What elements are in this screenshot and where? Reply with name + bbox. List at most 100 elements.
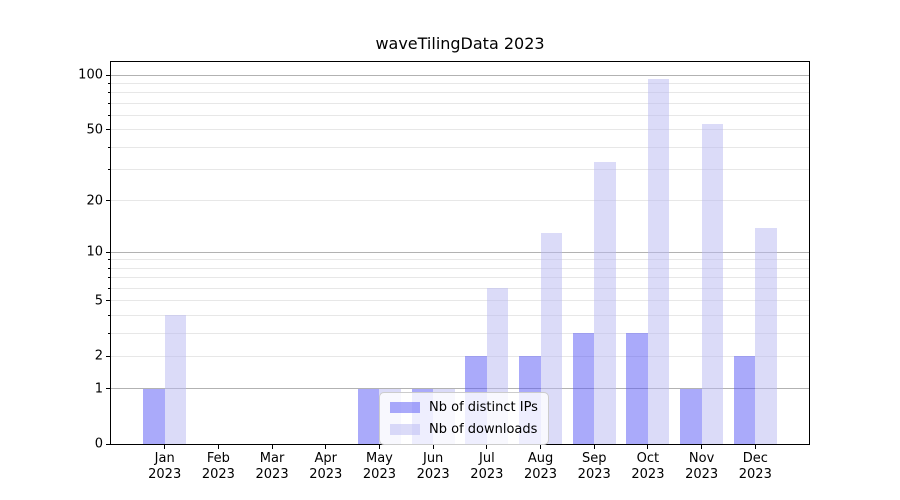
x-tick: [647, 445, 649, 449]
x-month-label: Jun: [422, 451, 444, 466]
x-tick-label: Jul 2023: [470, 451, 503, 484]
gridline-minor: [111, 129, 809, 131]
x-tick-label: Dec 2023: [739, 451, 772, 484]
gridline-minor: [111, 314, 809, 316]
x-month-label: Jan: [154, 451, 175, 466]
x-tick: [217, 445, 219, 449]
x-tick: [432, 445, 434, 449]
x-year-label: 2023: [738, 467, 772, 483]
x-tick: [701, 445, 703, 449]
x-tick-label: Mar 2023: [256, 451, 289, 484]
gridline-minor: [111, 267, 809, 269]
y-tick: [106, 355, 110, 357]
x-year-label: 2023: [631, 467, 665, 483]
x-tick-label: May 2023: [363, 451, 396, 484]
bar-downloads: [647, 79, 670, 444]
gridline-minor: [111, 332, 809, 334]
x-year-label: 2023: [362, 467, 396, 483]
y-minor-tick: [107, 277, 110, 279]
y-minor-tick: [107, 114, 110, 116]
gridline-minor: [111, 82, 809, 84]
y-tick: [106, 388, 110, 390]
x-tick: [754, 445, 756, 449]
gridline-minor: [111, 102, 809, 104]
legend-swatch: [390, 402, 420, 413]
gridline-minor: [111, 300, 809, 302]
y-minor-tick: [107, 314, 110, 316]
x-tick: [486, 445, 488, 449]
y-minor-tick: [107, 332, 110, 334]
gridline-minor: [111, 259, 809, 261]
legend-label: Nb of downloads: [429, 422, 538, 437]
x-tick-label: Sep 2023: [578, 451, 611, 484]
x-month-label: Feb: [206, 451, 230, 466]
y-minor-tick: [107, 102, 110, 104]
bar-distinct-ips: [143, 388, 165, 444]
y-minor-tick: [107, 259, 110, 261]
bar-distinct-ips: [680, 388, 702, 444]
y-tick-label: 5: [94, 293, 103, 309]
bar-distinct-ips: [626, 333, 648, 444]
gridline-major: [111, 251, 809, 253]
y-tick-label: 0: [94, 436, 103, 452]
gridline-minor: [111, 146, 809, 148]
bar-distinct-ips: [357, 388, 380, 444]
x-year-label: 2023: [148, 467, 182, 483]
bar-downloads: [540, 233, 562, 444]
x-tick-label: Apr 2023: [309, 451, 342, 484]
gridline-minor: [111, 200, 809, 202]
y-tick: [106, 129, 110, 131]
x-tick-label: Oct 2023: [631, 451, 664, 484]
y-tick-label: 10: [86, 244, 103, 260]
y-tick: [106, 443, 110, 445]
x-tick: [271, 445, 273, 449]
y-minor-tick: [107, 92, 110, 94]
gridline-minor: [111, 92, 809, 94]
y-minor-tick: [107, 267, 110, 269]
bar-distinct-ips: [733, 356, 756, 444]
x-year-label: 2023: [523, 467, 558, 483]
gridline-minor: [111, 277, 809, 279]
x-tick-label: Jun 2023: [417, 451, 450, 484]
x-year-label: 2023: [685, 467, 719, 483]
y-tick: [106, 251, 110, 253]
x-year-label: 2023: [416, 467, 450, 483]
gridline-minor: [111, 287, 809, 289]
x-tick: [325, 445, 327, 449]
x-year-label: 2023: [309, 467, 343, 483]
x-tick: [593, 445, 595, 449]
y-tick: [106, 300, 110, 302]
bar-downloads: [755, 227, 777, 444]
y-tick: [106, 74, 110, 76]
x-tick: [540, 445, 542, 449]
y-tick-label: 20: [86, 193, 103, 209]
x-month-label: Aug: [527, 451, 554, 466]
gridline-minor: [111, 169, 809, 171]
plot-area: 0 1 2 5 10 20 50 100 Jan 2023 Feb 2023 Mar 2023 Apr 202…: [78, 61, 810, 482]
x-month-label: Dec: [742, 451, 768, 466]
x-year-label: 2023: [470, 467, 504, 483]
y-tick-label: 1: [94, 381, 103, 397]
x-month-label: Apr: [314, 451, 338, 466]
y-tick-label: 50: [86, 122, 103, 138]
y-minor-tick: [107, 169, 110, 171]
x-tick-label: Aug 2023: [524, 451, 557, 484]
x-month-label: Sep: [581, 451, 607, 466]
y-tick: [106, 200, 110, 202]
x-month-label: May: [366, 451, 393, 466]
x-month-label: Oct: [636, 451, 660, 466]
x-year-label: 2023: [255, 467, 289, 483]
y-minor-tick: [107, 146, 110, 148]
x-month-label: Nov: [688, 451, 715, 466]
chart-title: waveTilingData 2023: [375, 34, 545, 53]
x-tick-label: Jan 2023: [148, 451, 181, 484]
legend: Nb of distinct IPs Nb of downloads: [379, 392, 549, 445]
bar-downloads: [164, 315, 187, 444]
x-year-label: 2023: [577, 467, 611, 483]
x-tick: [378, 445, 380, 449]
y-tick-label: 100: [78, 67, 103, 83]
bar-distinct-ips: [572, 333, 595, 444]
y-minor-tick: [107, 82, 110, 84]
x-tick-label: Nov 2023: [685, 451, 718, 484]
